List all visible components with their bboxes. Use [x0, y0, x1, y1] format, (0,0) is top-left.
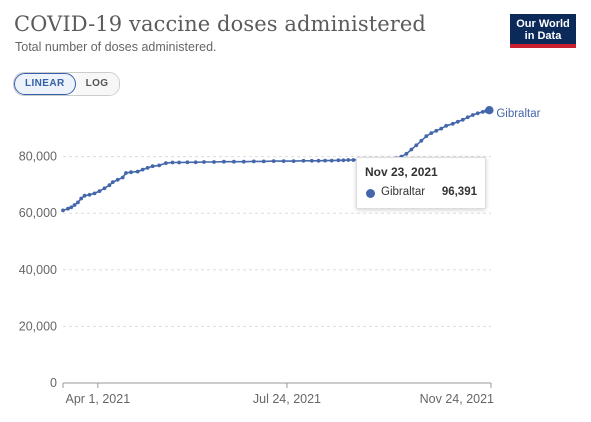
data-point	[291, 159, 296, 164]
data-point	[82, 193, 87, 198]
data-point	[177, 160, 182, 165]
tooltip-value: 96,391	[441, 186, 477, 198]
data-point	[212, 160, 216, 164]
logo-line-2: in Data	[524, 30, 562, 42]
data-point	[107, 183, 112, 188]
data-point	[170, 160, 175, 165]
x-tick-label: Jul 24, 2021	[253, 392, 321, 406]
data-point	[465, 115, 470, 120]
data-point	[102, 186, 107, 191]
data-point	[193, 160, 198, 165]
log-scale-button[interactable]: LOG	[75, 73, 119, 95]
chart-subtitle: Total number of doses administered.	[15, 40, 217, 54]
data-point	[150, 164, 155, 169]
tooltip-series-name: Gibraltar	[381, 186, 426, 198]
series-end-label: Gibraltar	[496, 108, 540, 120]
y-tick-label: 80,000	[19, 150, 57, 164]
data-point	[115, 177, 120, 182]
data-point	[124, 171, 128, 175]
data-point	[323, 158, 327, 163]
data-point	[135, 169, 140, 174]
data-point	[281, 159, 286, 164]
data-point	[424, 134, 429, 139]
data-point	[475, 111, 480, 116]
data-point	[419, 138, 424, 143]
data-point	[202, 160, 206, 164]
data-point	[301, 158, 306, 163]
data-point	[341, 158, 346, 163]
y-tick-label: 0	[50, 376, 57, 390]
highlighted-point	[485, 106, 494, 115]
data-tooltip: Nov 23, 2021 Gibraltar 96,391	[356, 157, 486, 209]
data-point	[480, 110, 485, 114]
data-point	[409, 147, 414, 152]
data-point	[110, 180, 115, 185]
data-point	[120, 175, 125, 180]
tooltip-date: Nov 23, 2021	[365, 165, 438, 179]
data-point	[61, 208, 65, 213]
data-point	[232, 159, 236, 164]
data-point	[76, 200, 80, 205]
y-tick-label: 60,000	[19, 206, 57, 220]
data-point	[145, 166, 150, 170]
data-point	[434, 128, 439, 133]
data-point	[69, 205, 74, 210]
owid-logo[interactable]: Our World in Data	[510, 14, 576, 48]
data-point	[455, 119, 460, 124]
logo-line-1: Our World	[516, 18, 570, 30]
data-point	[157, 163, 162, 168]
data-point	[470, 113, 475, 117]
grid-lines	[63, 156, 491, 327]
data-point	[309, 158, 314, 163]
y-axis: 0 20,000 40,000 60,000 80,000	[19, 150, 57, 390]
data-point	[329, 158, 334, 163]
series-color-dot	[366, 189, 375, 198]
data-point	[97, 189, 102, 194]
chart-title: COVID-19 vaccine doses administered	[14, 12, 426, 36]
data-point	[72, 203, 77, 207]
data-point	[460, 117, 465, 122]
linear-scale-button[interactable]: LINEAR	[14, 73, 76, 95]
data-point	[251, 159, 256, 164]
series-gibraltar[interactable]: Gibraltar	[61, 106, 541, 213]
data-point	[316, 158, 321, 163]
data-point	[66, 206, 70, 211]
y-tick-label: 40,000	[19, 263, 57, 277]
data-point	[429, 131, 434, 136]
data-point	[439, 126, 444, 131]
data-point	[185, 160, 190, 165]
x-axis: Apr 1, 2021 Jul 24, 2021 Nov 24, 2021	[62, 382, 494, 406]
data-point	[129, 170, 133, 175]
data-point	[261, 159, 266, 164]
x-tick-label: Apr 1, 2021	[66, 392, 131, 406]
data-point	[404, 151, 409, 156]
data-point	[450, 121, 455, 126]
data-point	[414, 143, 419, 148]
data-point	[336, 158, 341, 163]
data-point	[140, 167, 145, 172]
data-point	[346, 158, 351, 162]
y-tick-label: 20,000	[19, 319, 57, 333]
data-point	[79, 196, 84, 201]
data-point	[87, 192, 92, 197]
data-point	[271, 159, 276, 164]
data-point	[92, 191, 97, 196]
data-point	[164, 161, 168, 166]
data-point	[241, 159, 246, 164]
data-point	[351, 158, 356, 162]
data-point	[222, 159, 226, 164]
scale-toggle: LINEAR LOG	[13, 72, 120, 96]
x-tick-label: Nov 24, 2021	[420, 392, 494, 406]
data-point	[444, 123, 449, 128]
